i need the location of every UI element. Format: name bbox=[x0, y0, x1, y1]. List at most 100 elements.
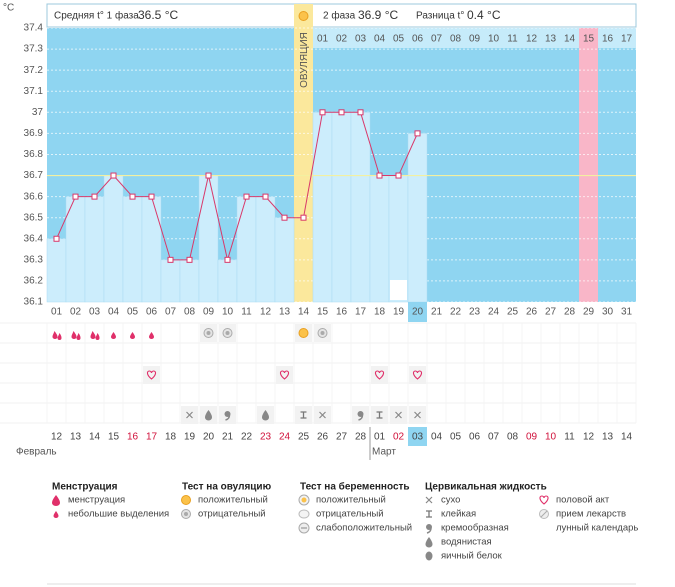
phase2-day: 07 bbox=[431, 34, 443, 45]
icon-part bbox=[301, 497, 307, 503]
icon-part bbox=[146, 370, 157, 380]
icon-x bbox=[425, 496, 433, 504]
legend-item: отрицательный bbox=[198, 509, 266, 520]
date: 19 bbox=[184, 432, 196, 443]
y-unit: °C bbox=[3, 3, 14, 14]
temp-marker bbox=[129, 193, 136, 200]
icon-heart bbox=[374, 370, 385, 380]
date: 21 bbox=[222, 432, 234, 443]
icon-watery bbox=[262, 410, 269, 421]
icon-drops bbox=[90, 331, 100, 340]
y-tick-label: 36.5 bbox=[24, 212, 44, 223]
cycle-day: 15 bbox=[317, 307, 329, 318]
legend-item: положительный bbox=[198, 495, 268, 506]
date: 10 bbox=[545, 432, 557, 443]
temp-bar bbox=[255, 196, 276, 303]
temp-bar bbox=[160, 259, 181, 303]
temp-bar bbox=[141, 196, 162, 303]
icon-part bbox=[205, 410, 212, 421]
cycle-day: 21 bbox=[431, 307, 443, 318]
cycle-day: 28 bbox=[564, 307, 576, 318]
temp-marker bbox=[338, 109, 345, 116]
y-tick-label: 37.3 bbox=[24, 44, 44, 55]
cycle-day: 01 bbox=[51, 307, 63, 318]
icon-part bbox=[426, 527, 432, 534]
phase2-day: 16 bbox=[602, 34, 614, 45]
icon-creamy bbox=[426, 524, 432, 534]
icon-part bbox=[395, 411, 402, 419]
icon-part bbox=[111, 332, 116, 339]
phase2-day: 08 bbox=[450, 34, 462, 45]
icon-part bbox=[206, 331, 211, 335]
icon-part bbox=[539, 495, 549, 505]
phase2-day: 13 bbox=[545, 34, 557, 45]
temp-bar bbox=[350, 112, 371, 303]
date: 23 bbox=[260, 432, 272, 443]
date: 14 bbox=[621, 432, 633, 443]
cycle-day: 17 bbox=[355, 307, 367, 318]
ovulation-column bbox=[294, 4, 313, 302]
date: 04 bbox=[431, 432, 443, 443]
y-tick-label: 37 bbox=[32, 107, 44, 118]
phase2-day: 02 bbox=[336, 34, 348, 45]
legend-item: положительный bbox=[316, 495, 386, 506]
date: 03 bbox=[412, 432, 424, 443]
temp-marker bbox=[300, 214, 307, 221]
date: 20 bbox=[203, 432, 215, 443]
date: 18 bbox=[165, 432, 177, 443]
icon-heart bbox=[146, 370, 157, 380]
cycle-day: 25 bbox=[507, 307, 519, 318]
icon-pos bbox=[181, 495, 191, 505]
icon-T bbox=[376, 411, 383, 419]
temp-bar bbox=[407, 133, 428, 303]
legend-item: кремообразная bbox=[441, 523, 509, 534]
temp-marker bbox=[224, 256, 231, 263]
temp-marker bbox=[186, 256, 193, 263]
phase2-row-bg bbox=[313, 28, 636, 48]
date: 22 bbox=[241, 432, 253, 443]
icon-part bbox=[414, 411, 421, 419]
icon-part bbox=[319, 411, 326, 419]
phase2-day: 10 bbox=[488, 34, 500, 45]
phase2-day: 11 bbox=[507, 34, 518, 45]
legend-item: менструация bbox=[68, 495, 125, 506]
temp-marker bbox=[110, 172, 117, 179]
icon-creamy bbox=[357, 411, 364, 421]
cycle-day: 08 bbox=[184, 307, 196, 318]
date: 17 bbox=[146, 432, 158, 443]
phase2-day: 12 bbox=[526, 34, 538, 45]
y-tick-label: 36.2 bbox=[24, 276, 44, 287]
phase2-day: 01 bbox=[317, 34, 329, 45]
icon-part bbox=[425, 551, 433, 561]
icon-T bbox=[300, 411, 307, 419]
temp-marker bbox=[148, 193, 155, 200]
icon-part bbox=[298, 509, 310, 519]
icon-part bbox=[90, 331, 96, 339]
header-box bbox=[46, 3, 637, 28]
icon-part bbox=[52, 331, 58, 339]
legend-item: прием лекарств bbox=[556, 509, 626, 520]
cycle-day: 23 bbox=[469, 307, 481, 318]
temp-bar bbox=[274, 217, 295, 303]
month-label: Февраль bbox=[16, 447, 57, 458]
cycle-day: 26 bbox=[526, 307, 538, 318]
icon-cell bbox=[143, 366, 160, 384]
legend-title: Цервикальная жидкость bbox=[425, 482, 547, 493]
icon-dropsm bbox=[130, 332, 135, 339]
icon-part bbox=[53, 511, 59, 518]
temp-marker bbox=[243, 193, 250, 200]
temp-marker bbox=[53, 235, 60, 242]
icon-part bbox=[358, 414, 364, 421]
cycle-day: 14 bbox=[298, 307, 310, 318]
date: 09 bbox=[526, 432, 538, 443]
icon-neg bbox=[317, 328, 328, 338]
date: 07 bbox=[488, 432, 500, 443]
date: 15 bbox=[108, 432, 120, 443]
temp-marker bbox=[376, 172, 383, 179]
cycle-day: 19 bbox=[393, 307, 405, 318]
icon-pweak bbox=[298, 522, 310, 534]
icon-neg bbox=[222, 328, 233, 338]
cycle-day: 30 bbox=[602, 307, 614, 318]
icon-part bbox=[76, 333, 81, 340]
